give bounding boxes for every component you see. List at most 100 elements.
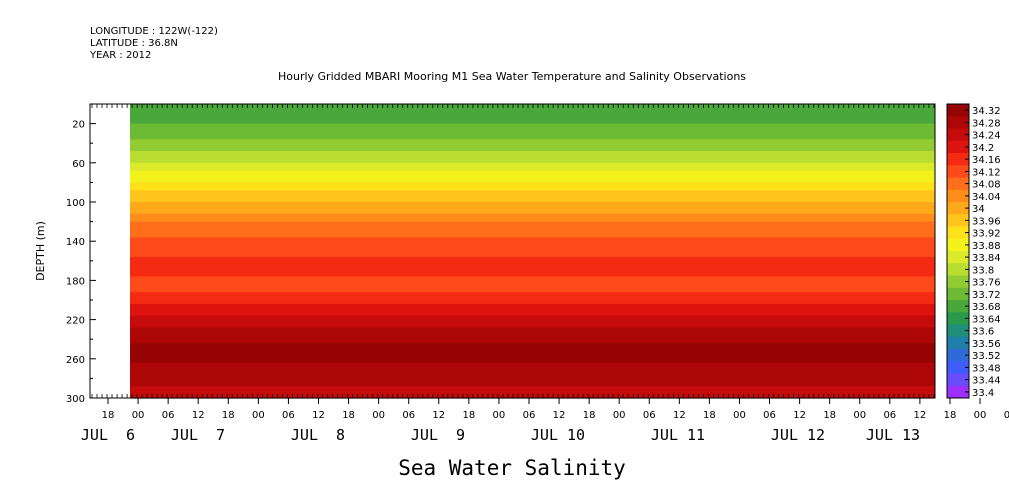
- heatmap-band: [130, 323, 935, 329]
- colorbar-label: 33.56: [972, 339, 1001, 350]
- x-axis: 18 00 06 12 18 00 06 12 18 00 06 12 18 00 06 12 18 00 06 12…: [81, 104, 1009, 444]
- heatmap-band: [130, 272, 935, 278]
- heatmap-band: [130, 115, 935, 121]
- heatmap-band: [130, 315, 935, 321]
- x-tick-label: 18: [102, 410, 115, 421]
- colorbar-swatch: [947, 153, 969, 166]
- x-tick-label: 00: [252, 410, 265, 421]
- heatmap-band: [130, 170, 935, 176]
- heatmap-band: [130, 311, 935, 317]
- heatmap-band: [130, 217, 935, 223]
- x-tick-label: 18: [342, 410, 355, 421]
- x-tick-label: 12: [432, 410, 445, 421]
- colorbar-label: 33.72: [972, 290, 1001, 301]
- heatmap-band: [130, 256, 935, 262]
- metadata-block: LONGITUDE : 122W(-122) LATITUDE : 36.8N …: [90, 26, 218, 62]
- x-tick-label: 18: [583, 410, 596, 421]
- heatmap-band: [130, 276, 935, 281]
- colorbar-swatch: [947, 312, 969, 325]
- y-tick-label: 100: [66, 198, 85, 209]
- colorbar-label: 33.4: [972, 388, 994, 399]
- x-tick-label: 00: [613, 410, 626, 421]
- heatmap-band: [130, 131, 935, 136]
- heatmap-band: [130, 158, 935, 164]
- x-tick-label: 00: [372, 410, 385, 421]
- heatmap-band: [130, 292, 935, 297]
- colorbar-label: 34.08: [972, 180, 1001, 191]
- heatmap-band: [130, 154, 935, 160]
- heatmap-band: [130, 331, 935, 336]
- heatmap-band: [130, 378, 935, 383]
- colorbar-swatch: [947, 385, 969, 399]
- heatmap-band: [130, 147, 935, 152]
- x-tick-label: 06: [643, 410, 656, 421]
- heatmap-band: [130, 374, 935, 379]
- heatmap-band: [130, 362, 935, 368]
- y-tick-label: 60: [72, 159, 85, 170]
- colorbar-swatch: [947, 287, 969, 301]
- heatmap-band: [130, 162, 935, 168]
- x-day-label: JUL 12: [771, 426, 825, 444]
- y-axis: 20 60 100 140 180 220 260 300: [66, 103, 96, 405]
- colorbar-swatch: [947, 202, 969, 215]
- heatmap-band: [130, 350, 935, 356]
- y-axis-label: DEPTH (m): [34, 221, 47, 281]
- heatmap-band: [130, 123, 935, 129]
- colorbar-swatch: [947, 104, 969, 117]
- colorbar-swatch: [947, 275, 969, 289]
- colorbar-label: 33.76: [972, 278, 1001, 289]
- heatmap-band: [130, 268, 935, 274]
- colorbar-swatch: [947, 140, 969, 154]
- heatmap-band: [130, 135, 935, 140]
- x-day-label: JUL 10: [531, 426, 585, 444]
- x-day-label: JUL 13: [866, 426, 920, 444]
- colorbar-label: 33.84: [972, 253, 1001, 264]
- colorbar-label: 33.88: [972, 241, 1001, 252]
- x-tick-label: 06: [162, 410, 175, 421]
- latitude-label: LATITUDE : 36.8N: [90, 38, 178, 49]
- colorbar-label: 33.64: [972, 314, 1001, 325]
- colorbar-swatch: [947, 324, 969, 338]
- heatmap-band: [130, 233, 935, 238]
- colorbar-swatch: [947, 177, 969, 191]
- heatmap-band: [130, 327, 935, 332]
- colorbar-swatch: [947, 349, 969, 362]
- x-tick-label: 06: [523, 410, 536, 421]
- heatmap-band: [130, 166, 935, 172]
- colorbar-label: 33.8: [972, 265, 994, 276]
- colorbar-swatch: [947, 165, 969, 178]
- heatmap-band: [130, 119, 935, 125]
- x-day-label: JUL 11: [651, 426, 705, 444]
- longitude-label: LONGITUDE : 122W(-122): [90, 26, 218, 37]
- heatmap-band: [130, 249, 935, 254]
- colorbar-label: 33.44: [972, 376, 1001, 387]
- heatmap-band: [130, 300, 935, 305]
- x-tick-label: 18: [944, 410, 957, 421]
- x-day-label: JUL 9: [411, 426, 465, 444]
- colorbar-label: 33.6: [972, 327, 994, 338]
- x-day-label: JUL 6: [81, 426, 135, 444]
- y-tick-label: 300: [66, 394, 85, 405]
- heatmap-band: [130, 339, 935, 344]
- colorbar-label: 34.04: [972, 192, 1001, 203]
- x-tick-label: 12: [673, 410, 686, 421]
- heatmap-band: [130, 390, 935, 395]
- chart-caption: Sea Water Salinity: [398, 456, 626, 480]
- colorbar-label: 34: [972, 204, 985, 215]
- colorbar-swatch: [947, 116, 969, 129]
- heatmap-bands: [130, 104, 935, 399]
- x-tick-label: 00: [132, 410, 145, 421]
- colorbar-label: 33.68: [972, 302, 1001, 313]
- heatmap-band: [130, 190, 935, 195]
- x-tick-label: 00: [853, 410, 866, 421]
- colorbar-label: 34.32: [972, 106, 1001, 117]
- colorbar-label: 34.2: [972, 143, 994, 154]
- colorbar-swatch: [947, 336, 969, 350]
- heatmap-band: [130, 307, 935, 313]
- colorbar-label: 33.96: [972, 216, 1001, 227]
- x-tick-label: 18: [222, 410, 235, 421]
- heatmap-band: [130, 237, 935, 242]
- heatmap-band: [130, 354, 935, 360]
- heatmap-band: [130, 139, 935, 144]
